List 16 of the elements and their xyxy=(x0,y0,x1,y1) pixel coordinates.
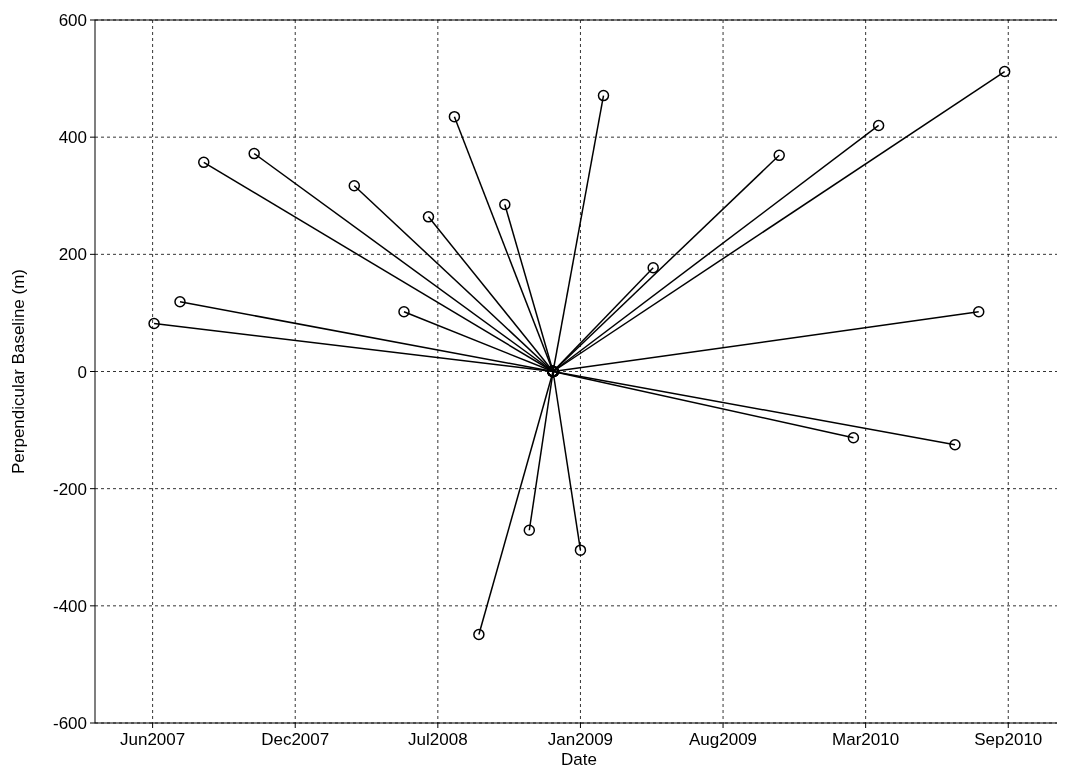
x-tick-label: Aug2009 xyxy=(689,730,758,749)
y-tick-label: 600 xyxy=(58,11,87,30)
x-tick-label: Dec2007 xyxy=(261,730,330,749)
y-tick-label: -600 xyxy=(52,714,87,733)
x-tick-label: Jul2008 xyxy=(408,730,468,749)
x-tick-label: Jan2009 xyxy=(547,730,614,749)
x-tick-label: Mar2010 xyxy=(832,730,900,749)
y-tick-label: -400 xyxy=(52,596,87,616)
x-tick-label: Jun2007 xyxy=(120,730,186,749)
y-axis-title: Perpendicular Baseline (m) xyxy=(9,268,28,475)
y-tick-label: 400 xyxy=(58,128,87,148)
y-tick-label: 0 xyxy=(77,362,87,382)
y-tick-label: -200 xyxy=(52,479,87,499)
y-tick-label: 200 xyxy=(58,245,87,265)
x-tick-label: Sep2010 xyxy=(974,730,1043,749)
x-axis-title: Date xyxy=(561,750,597,769)
